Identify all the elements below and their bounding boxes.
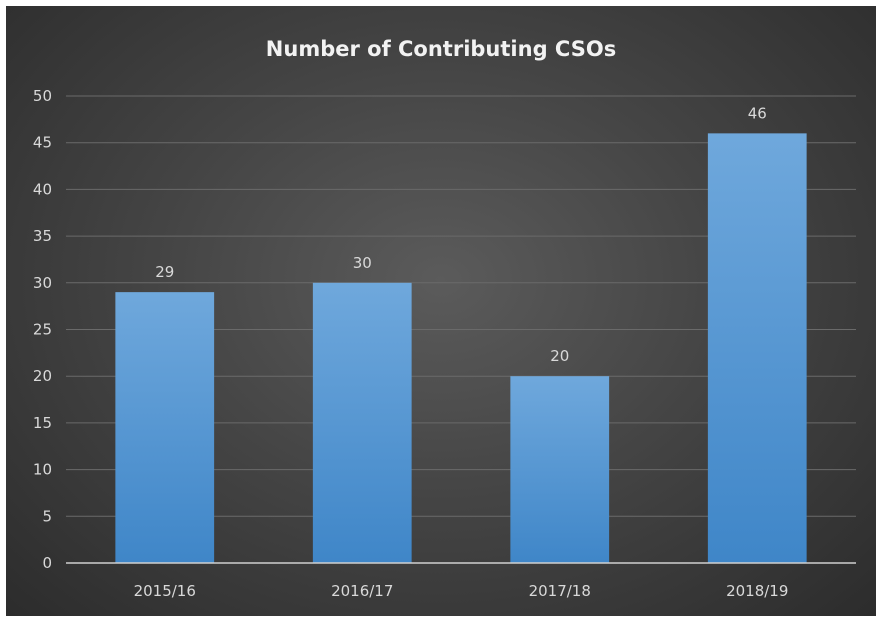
y-tick-label: 15 — [33, 414, 52, 432]
bars — [115, 133, 807, 564]
bar-2016-17 — [312, 282, 412, 563]
chart-title: Number of Contributing CSOs — [266, 37, 616, 61]
y-tick-label: 45 — [33, 134, 52, 152]
x-tick-label: 2018/19 — [726, 582, 788, 600]
y-tick-label: 5 — [42, 507, 52, 525]
data-labels: 29 30 20 46 — [155, 104, 767, 365]
x-tick-label: 2016/17 — [331, 582, 393, 600]
y-tick-label: 25 — [33, 321, 52, 339]
bar-2017-18 — [510, 376, 610, 563]
data-label: 20 — [550, 347, 569, 365]
chart-area: Number of Contributing CSOs 0 5 10 15 20 25 30… — [6, 6, 876, 616]
y-tick-label: 20 — [33, 367, 52, 385]
x-tick-label: 2015/16 — [134, 582, 196, 600]
data-label: 46 — [748, 104, 767, 122]
y-tick-label: 50 — [33, 87, 52, 105]
bar-2015-16 — [115, 292, 215, 563]
x-tick-label: 2017/18 — [529, 582, 591, 600]
bar-chart: Number of Contributing CSOs 0 5 10 15 20 25 30… — [33, 37, 856, 600]
data-label: 30 — [353, 254, 372, 272]
bar-2018-19 — [707, 133, 807, 564]
y-tick-label: 40 — [33, 180, 52, 198]
y-tick-label: 35 — [33, 227, 52, 245]
y-tick-label: 10 — [33, 461, 52, 479]
y-tick-label: 30 — [33, 274, 52, 292]
y-tick-label: 0 — [42, 554, 52, 572]
x-axis-ticks: 2015/16 2016/17 2017/18 2018/19 — [134, 582, 789, 600]
data-label: 29 — [155, 263, 174, 281]
y-axis-ticks: 0 5 10 15 20 25 30 35 40 45 50 — [33, 87, 52, 572]
